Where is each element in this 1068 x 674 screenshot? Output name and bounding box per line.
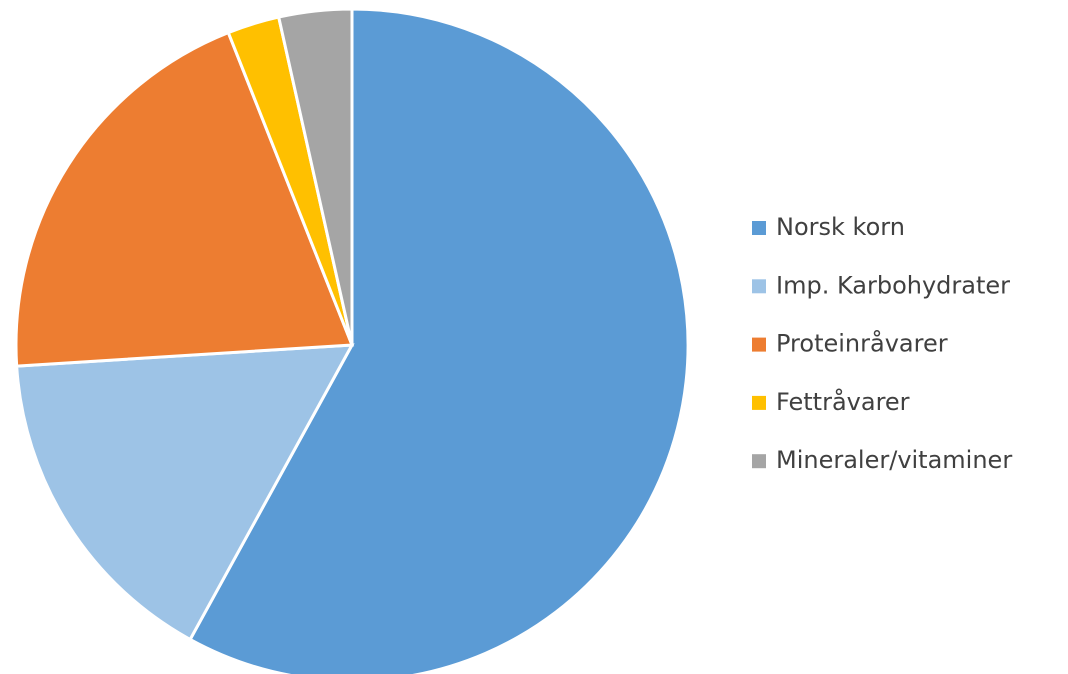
pie-slice [276,7,354,346]
legend-swatch [752,279,766,294]
legend-label: Norsk korn [776,213,905,241]
legend-swatch [752,454,766,469]
pie-slice [15,343,355,642]
pie-slice [14,30,355,368]
legend-swatch [752,221,766,235]
legend-label: Mineraler/vitaminer [776,446,1012,474]
legend-label: Proteinråvarer [776,329,948,358]
legend-swatch [752,337,766,352]
legend-label: Fettråvarer [776,387,910,416]
legend-swatch [752,395,766,410]
legend-label: Imp. Karbohydrater [776,271,1010,299]
pie-slice [188,7,690,674]
